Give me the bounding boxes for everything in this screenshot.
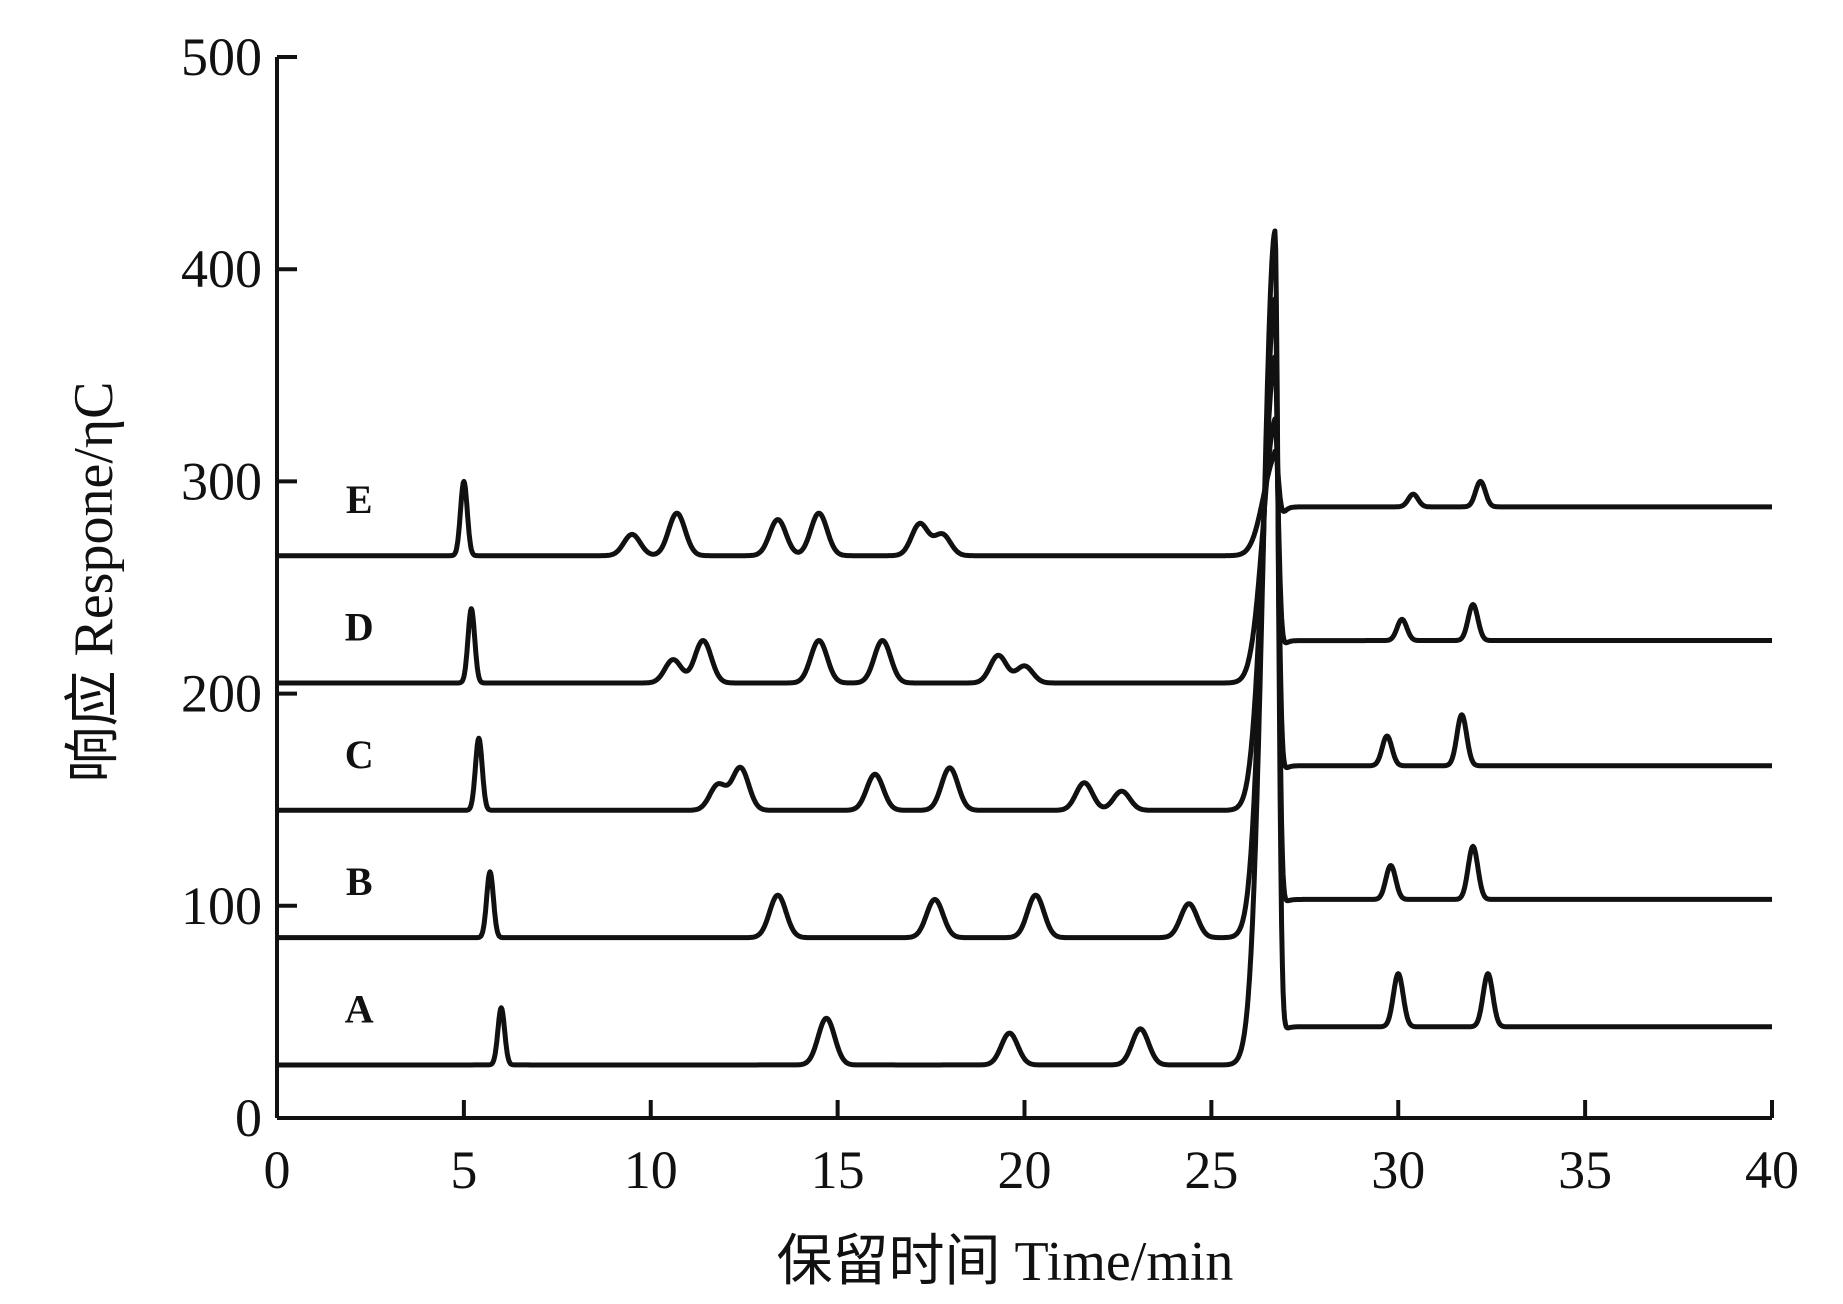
trace-line-E xyxy=(275,448,1774,559)
x-axis-title: 保留时间 Time/min xyxy=(777,1231,1234,1293)
x-tick-label: 35 xyxy=(1558,1140,1612,1200)
series-layer: A B C D E xyxy=(275,228,1774,1068)
y-tick-label: 0 xyxy=(235,1088,262,1148)
x-tick-label: 15 xyxy=(811,1140,865,1200)
trace-line-D xyxy=(275,416,1774,686)
series-C: C xyxy=(275,354,1774,813)
series-label-E: E xyxy=(346,477,373,522)
x-tick-label: 5 xyxy=(450,1140,477,1200)
series-A: A xyxy=(275,228,1774,1068)
y-axis-title: 响应 Respone/ηC xyxy=(63,381,125,782)
x-tick-label: 10 xyxy=(624,1140,678,1200)
y-tick-label: 300 xyxy=(181,451,262,511)
trace-line-B xyxy=(275,296,1774,941)
x-tick-label: 25 xyxy=(1184,1140,1238,1200)
series-label-D: D xyxy=(345,605,374,650)
x-tick-label: 20 xyxy=(998,1140,1052,1200)
y-tick-label: 400 xyxy=(181,239,262,299)
x-tick-label: 30 xyxy=(1371,1140,1425,1200)
trace-line-A xyxy=(275,228,1774,1068)
y-tick-label: 200 xyxy=(181,664,262,724)
series-E: E xyxy=(275,448,1774,559)
series-label-A: A xyxy=(345,987,374,1032)
trace-line-C xyxy=(275,354,1774,813)
x-tick-label: 40 xyxy=(1745,1140,1799,1200)
x-tick-label: 0 xyxy=(264,1140,291,1200)
series-label-B: B xyxy=(346,859,373,904)
y-tick-label: 500 xyxy=(181,27,262,87)
series-label-C: C xyxy=(345,732,374,777)
y-tick-label: 100 xyxy=(181,876,262,936)
series-B: B xyxy=(275,296,1774,941)
series-D: D xyxy=(275,416,1774,686)
